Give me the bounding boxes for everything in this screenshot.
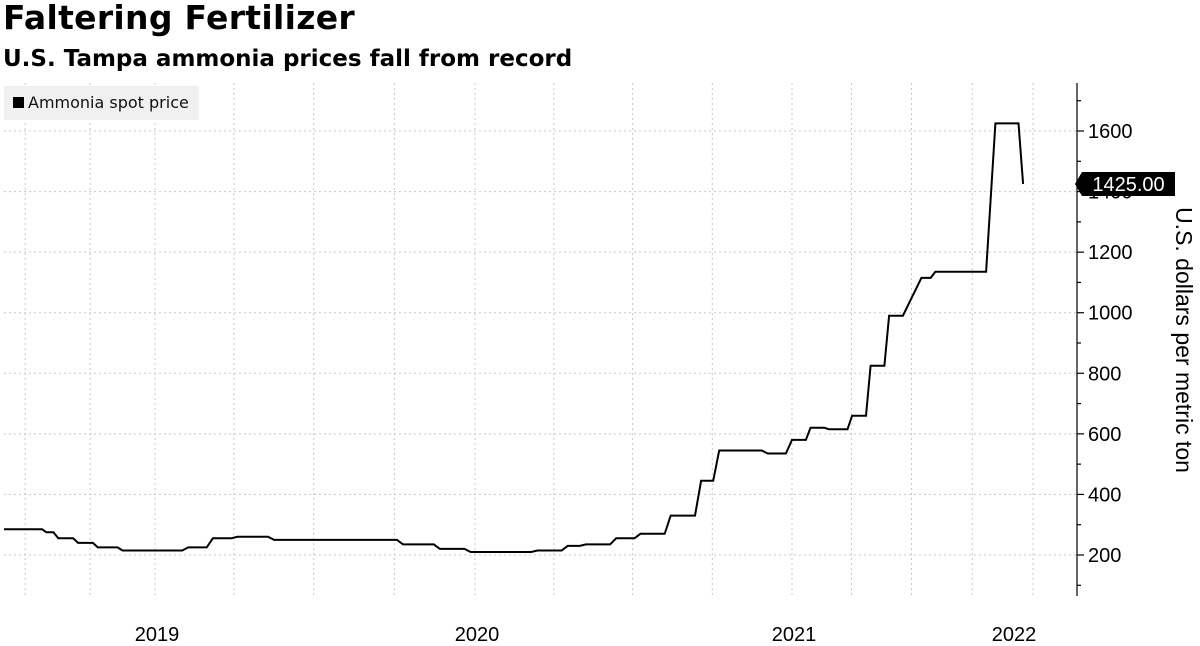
y-tick-label: 1000	[1088, 303, 1133, 325]
legend-swatch	[13, 97, 24, 108]
legend-label: Ammonia spot price	[28, 93, 189, 112]
y-tick-label: 400	[1088, 484, 1121, 506]
y-tick-label: 200	[1088, 545, 1121, 567]
last-value-badge-bg	[1075, 172, 1175, 196]
ammonia-price-line	[4, 122, 1025, 553]
last-value-label: 1425.00	[1092, 174, 1164, 196]
y-tick-label: 800	[1088, 363, 1121, 385]
x-tick-label: 2022	[992, 624, 1037, 646]
legend-box	[4, 86, 199, 120]
x-tick-label: 2021	[772, 624, 817, 646]
x-tick-label: 2019	[135, 624, 180, 646]
chart-subtitle: U.S. Tampa ammonia prices fall from reco…	[3, 46, 573, 72]
y-tick-label: 600	[1088, 424, 1121, 446]
y-tick-label: 1200	[1088, 242, 1133, 264]
x-axis-ticks: 2019 2020 2021 2022	[135, 624, 1037, 646]
y-tick-label: 1600	[1088, 121, 1133, 143]
gridlines	[4, 83, 1077, 596]
chart-title: Faltering Fertilizer	[3, 0, 355, 37]
x-tick-label: 2020	[455, 624, 500, 646]
last-value-badge: 1425.00	[1075, 172, 1175, 196]
y-axis-label: U.S. dollars per metric ton	[1171, 207, 1197, 473]
